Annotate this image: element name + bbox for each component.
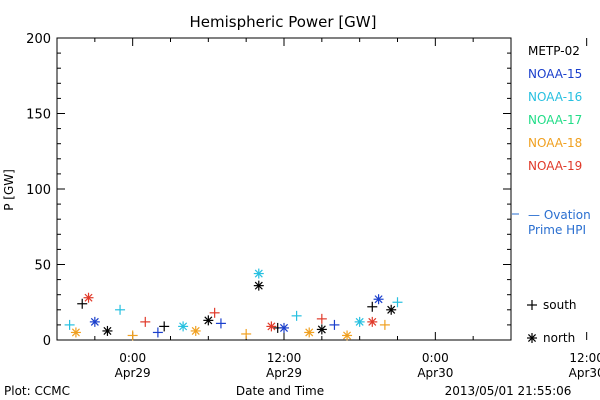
star-d2: [90, 317, 99, 326]
y-tick-label: 100: [26, 183, 51, 198]
star-d2: [527, 333, 537, 343]
noaa-16-point: [253, 268, 264, 279]
noaa-16-point: [392, 297, 403, 308]
noaa-15-point: [152, 327, 163, 338]
star-d2: [267, 322, 276, 331]
noaa-15-point: [89, 316, 100, 327]
noaa-16-point: [354, 316, 365, 327]
noaa-18-point: [304, 327, 315, 338]
marker-legend-north: [527, 333, 537, 343]
y-axis-label: P [GW]: [2, 169, 16, 211]
star-d2: [279, 323, 289, 332]
x-axis-ticks: 0:00Apr2912:00Apr290:00Apr3012:00Apr300:…: [56, 38, 600, 380]
metp-02-point: [102, 325, 113, 336]
noaa-15-point: [373, 294, 384, 305]
metp-02-point: [159, 321, 170, 332]
noaa-19-point: [83, 292, 94, 303]
x-tick-label-time: 0:00: [119, 351, 146, 365]
star-d2: [254, 281, 263, 290]
y-tick-label: 200: [26, 32, 51, 47]
noaa-18-point: [70, 327, 81, 338]
plot-area-frame: [56, 37, 512, 341]
noaa-16-point: [291, 310, 302, 321]
metp-02-point: [77, 298, 88, 309]
noaa-15-point: [329, 319, 340, 330]
star-d2: [343, 331, 352, 340]
noaa-18-point: [190, 325, 201, 336]
star-d2: [387, 305, 396, 314]
noaa-19-point: [367, 316, 378, 327]
y-tick-label: 150: [26, 108, 51, 123]
noaa-19-point: [266, 321, 277, 332]
chart-title: Hemispheric Power [GW]: [190, 13, 377, 31]
star-d2: [317, 325, 326, 334]
metp-02-point: [367, 301, 378, 312]
star-d2: [355, 317, 364, 326]
star-d2: [305, 328, 314, 337]
x-tick-label-date: Apr29: [266, 366, 302, 380]
x-tick-label-date: Apr30: [569, 366, 600, 380]
star-d2: [179, 322, 188, 331]
x-tick-label-time: 12:00: [569, 351, 600, 365]
legend-item-noaa-17: NOAA-17: [528, 113, 582, 127]
legend-item-noaa-19: NOAA-19: [528, 159, 582, 173]
y-tick-label: 0: [43, 334, 51, 349]
x-tick-label-time: 12:00: [267, 351, 302, 365]
star-d2: [191, 326, 200, 335]
y-axis-ticks: 0 50 100 150 200: [26, 32, 511, 349]
marker-legend-south: [527, 300, 537, 310]
star-d2: [254, 269, 263, 278]
data-points: [64, 268, 403, 341]
x-axis-label: Date and Time: [236, 384, 324, 398]
noaa-19-point: [316, 313, 327, 324]
legend-ovation-label: Prime HPI: [528, 223, 586, 237]
legend-ovation-label: — Ovation: [528, 208, 591, 222]
plot-timestamp: 2013/05/01 21:55:06: [445, 384, 572, 398]
noaa-16-point: [178, 321, 189, 332]
plot-credit: Plot: CCMC: [4, 384, 70, 398]
noaa-19-point: [140, 316, 151, 327]
metp-02-point: [316, 324, 327, 335]
noaa-18-point: [379, 319, 390, 330]
star-d2: [84, 293, 93, 302]
star-d2: [103, 326, 112, 335]
noaa-15-point: [215, 318, 226, 329]
metp-02-point: [253, 280, 264, 291]
star-d2: [204, 316, 213, 325]
legend: METP-02 NOAA-15 NOAA-16 NOAA-17 NOAA-18 NOAA-…: [512, 44, 591, 237]
legend-item-noaa-16: NOAA-16: [528, 90, 582, 104]
x-tick-label-time: 0:00: [422, 351, 449, 365]
marker-legend-label: north: [543, 331, 575, 345]
marker-legend: south north: [527, 298, 577, 345]
legend-item-noaa-18: NOAA-18: [528, 136, 582, 150]
noaa-18-point: [241, 328, 252, 339]
star-d2: [368, 317, 377, 326]
legend-item-metp-02: METP-02: [528, 44, 580, 58]
noaa-16-point: [115, 304, 126, 315]
noaa-16-point: [64, 319, 75, 330]
noaa-19-point: [209, 307, 220, 318]
metp-02-point: [203, 315, 214, 326]
x-tick-label-date: Apr29: [115, 366, 151, 380]
noaa-15-point: [279, 322, 289, 333]
noaa-18-point: [342, 330, 353, 341]
noaa-18-point: [127, 330, 138, 341]
star-d2: [71, 328, 80, 337]
x-tick-label-date: Apr30: [417, 366, 453, 380]
metp-02-point: [386, 304, 397, 315]
legend-item-noaa-15: NOAA-15: [528, 67, 582, 81]
star-d2: [374, 295, 383, 304]
marker-legend-label: south: [543, 298, 577, 312]
y-tick-label: 50: [34, 259, 51, 274]
